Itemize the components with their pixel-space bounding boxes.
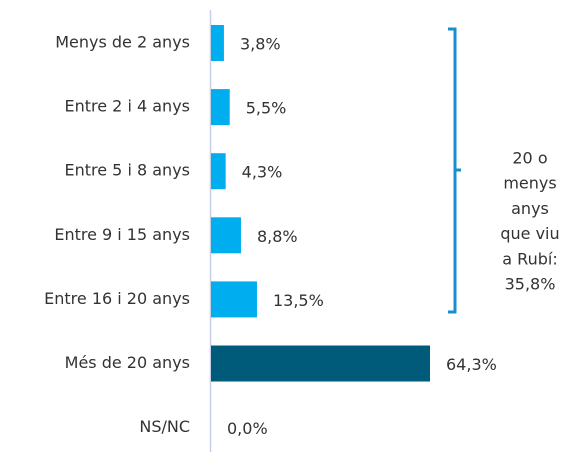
bar (211, 345, 430, 382)
annotation-line: 35,8% (505, 275, 556, 294)
annotation-line: menys (503, 174, 556, 193)
value-label: 8,8% (257, 227, 298, 246)
category-label: Entre 5 i 8 anys (65, 161, 191, 180)
category-label: Més de 20 anys (65, 353, 190, 372)
category-label: NS/NC (139, 417, 190, 436)
value-label: 64,3% (446, 355, 497, 374)
value-label: 13,5% (273, 291, 324, 310)
annotation-line: que viu (500, 224, 559, 243)
category-label: Menys de 2 anys (55, 33, 190, 52)
bar (211, 25, 224, 61)
value-label: 0,0% (227, 419, 268, 438)
value-label: 3,8% (240, 35, 281, 54)
category-label: Entre 16 i 20 anys (44, 289, 190, 308)
category-label: Entre 2 i 4 anys (65, 97, 191, 116)
value-label: 4,3% (242, 163, 283, 182)
value-label: 5,5% (246, 99, 287, 118)
bar (211, 153, 226, 190)
bar (211, 89, 230, 126)
bar (211, 217, 241, 254)
bracket (448, 27, 461, 314)
bar (211, 281, 257, 318)
annotation-line: a Rubí: (502, 249, 557, 268)
annotation-line: 20 o (512, 149, 547, 168)
category-label: Entre 9 i 15 anys (54, 225, 190, 244)
annotation-line: anys (511, 199, 549, 218)
